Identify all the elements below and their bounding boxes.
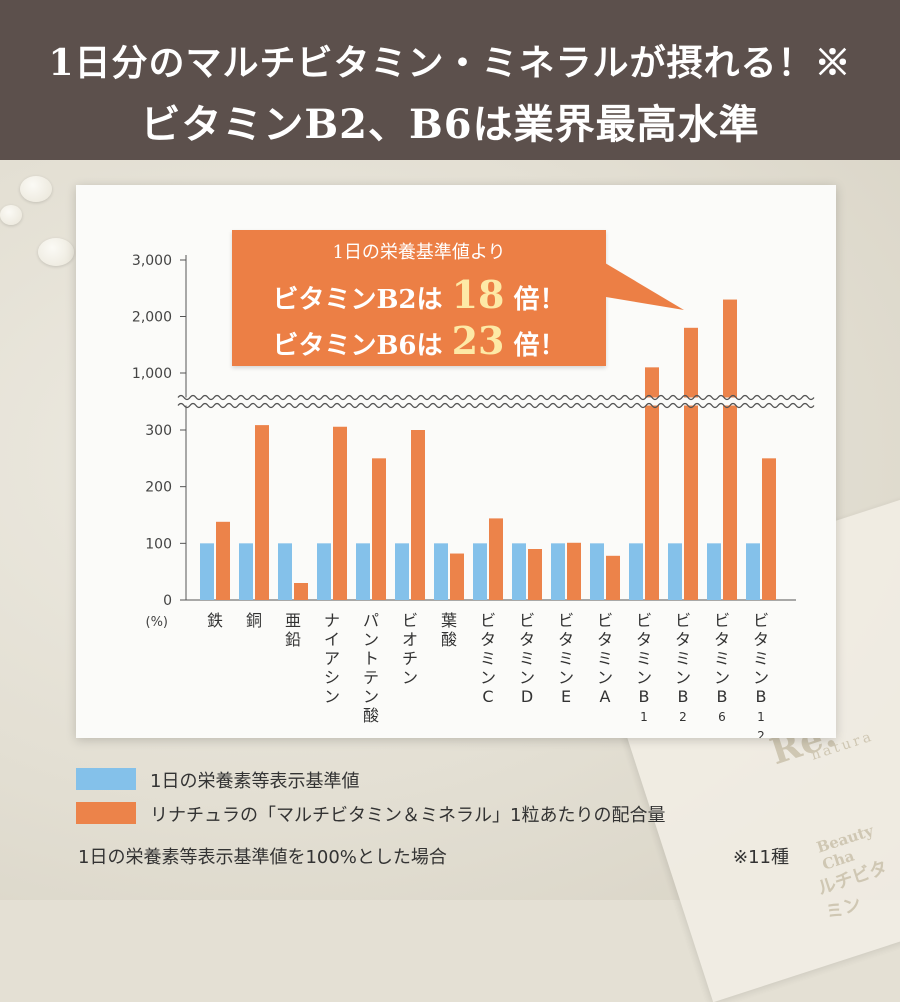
callout-b6-prefix: ビタミンB6は — [272, 331, 443, 361]
x-category-label: ビオチン — [402, 611, 418, 687]
callout-b6-value: 23 — [451, 318, 505, 363]
callout-b2-prefix: ビタミンB2は — [272, 285, 443, 315]
bar-product-1 — [216, 521, 230, 600]
footnote-count: ※11種 — [733, 847, 789, 868]
bar-standard-2 — [239, 543, 253, 600]
y-tick-label: 100 — [145, 536, 172, 552]
bar-standard-8 — [473, 543, 487, 600]
x-category-label: ビタミン A — [597, 611, 613, 706]
bar-product-11 — [606, 555, 620, 600]
bar-standard-5 — [356, 543, 370, 600]
header-banner — [0, 0, 900, 160]
bar-product-12 — [645, 367, 659, 600]
bar-product-6 — [411, 430, 425, 600]
tablet-decoration — [38, 238, 74, 266]
bar-standard-9 — [512, 543, 526, 600]
x-category-label: ビタミン B 1 2 — [753, 611, 769, 738]
x-category-label: ビタミン D — [519, 611, 535, 706]
x-category-label: ビタミン E — [558, 611, 574, 706]
x-category-label: ビタミン C — [480, 611, 496, 706]
bar-standard-11 — [590, 543, 604, 600]
x-category-label: ビタミン B 6 — [714, 611, 730, 724]
x-category-label: パントテン酸 — [363, 611, 379, 725]
y-tick-label: 200 — [145, 480, 172, 496]
headline-line-2: ビタミンB2、B6は業界最高水準 — [140, 101, 760, 148]
bar-product-14 — [723, 299, 737, 600]
y-tick-label: 0 — [163, 593, 172, 609]
tablet-decoration — [20, 176, 52, 202]
callout-b6-suffix: 倍！ — [513, 331, 566, 361]
y-tick-label: 1,000 — [132, 366, 172, 382]
axis-break-line-top — [177, 394, 815, 401]
callout-box — [232, 230, 606, 366]
bar-standard-15 — [746, 543, 760, 600]
axis-break-band — [178, 397, 800, 406]
bar-standard-10 — [551, 543, 565, 600]
bar-standard-1 — [200, 543, 214, 600]
bar-product-2 — [255, 425, 269, 600]
bar-product-4 — [333, 426, 347, 600]
x-category-label: 亜鉛 — [285, 611, 301, 649]
legend-label-blue: 1日の栄養素等表示基準値 — [150, 771, 360, 792]
callout-tail — [600, 260, 684, 310]
x-category-label: 鉄 — [207, 611, 223, 630]
bar-product-8 — [489, 518, 503, 600]
tablet-decoration — [0, 205, 22, 225]
legend-label-orange: リナチュラの「マルチビタミン＆ミネラル」1粒あたりの配合量 — [150, 805, 666, 826]
bar-standard-14 — [707, 543, 721, 600]
bar-standard-7 — [434, 543, 448, 600]
bar-standard-6 — [395, 543, 409, 600]
x-category-label: 銅 — [246, 611, 262, 630]
bar-standard-4 — [317, 543, 331, 600]
x-category-label: 葉酸 — [441, 611, 457, 649]
bar-product-7 — [450, 553, 464, 600]
callout-b2-suffix: 倍！ — [513, 285, 566, 315]
callout-line-b6: ビタミンB6は 23 倍！ — [232, 318, 606, 363]
callout-line-b2: ビタミンB2は 18 倍！ — [232, 272, 606, 317]
y-tick-label: 2,000 — [132, 310, 172, 326]
x-category-label: ビタミン B 2 — [675, 611, 691, 724]
x-category-label: ナイアシン — [324, 611, 340, 706]
bar-standard-12 — [629, 543, 643, 600]
bar-product-5 — [372, 458, 386, 600]
bar-product-10 — [567, 542, 581, 600]
headline-line-1: 1日分のマルチビタミン・ミネラルが摂れる！※ — [48, 42, 852, 84]
axis-break-line-bottom — [177, 402, 815, 409]
callout-b2-value: 18 — [451, 272, 505, 317]
y-tick-label: 3,000 — [132, 253, 172, 269]
x-category-label: ビタミン B 1 — [636, 611, 652, 724]
legend-swatch-orange — [76, 802, 136, 824]
footnote-basis: 1日の栄養素等表示基準値を100%とした場合 — [78, 847, 447, 868]
bar-standard-13 — [668, 543, 682, 600]
bar-product-13 — [684, 327, 698, 600]
bar-chart: 0 100 200 300 1,000 2,000 3,000 (%) 鉄 銅 亜鉛 ナイアシン パント… — [132, 253, 815, 738]
bar-product-3 — [294, 583, 308, 600]
y-unit-label: (%) — [146, 615, 169, 630]
callout-line-1: 1日の栄養基準値より — [332, 242, 506, 263]
bar-product-9 — [528, 549, 542, 600]
legend-swatch-blue — [76, 768, 136, 790]
bar-standard-3 — [278, 543, 292, 600]
bar-product-15 — [762, 458, 776, 600]
y-tick-label: 300 — [145, 423, 172, 439]
